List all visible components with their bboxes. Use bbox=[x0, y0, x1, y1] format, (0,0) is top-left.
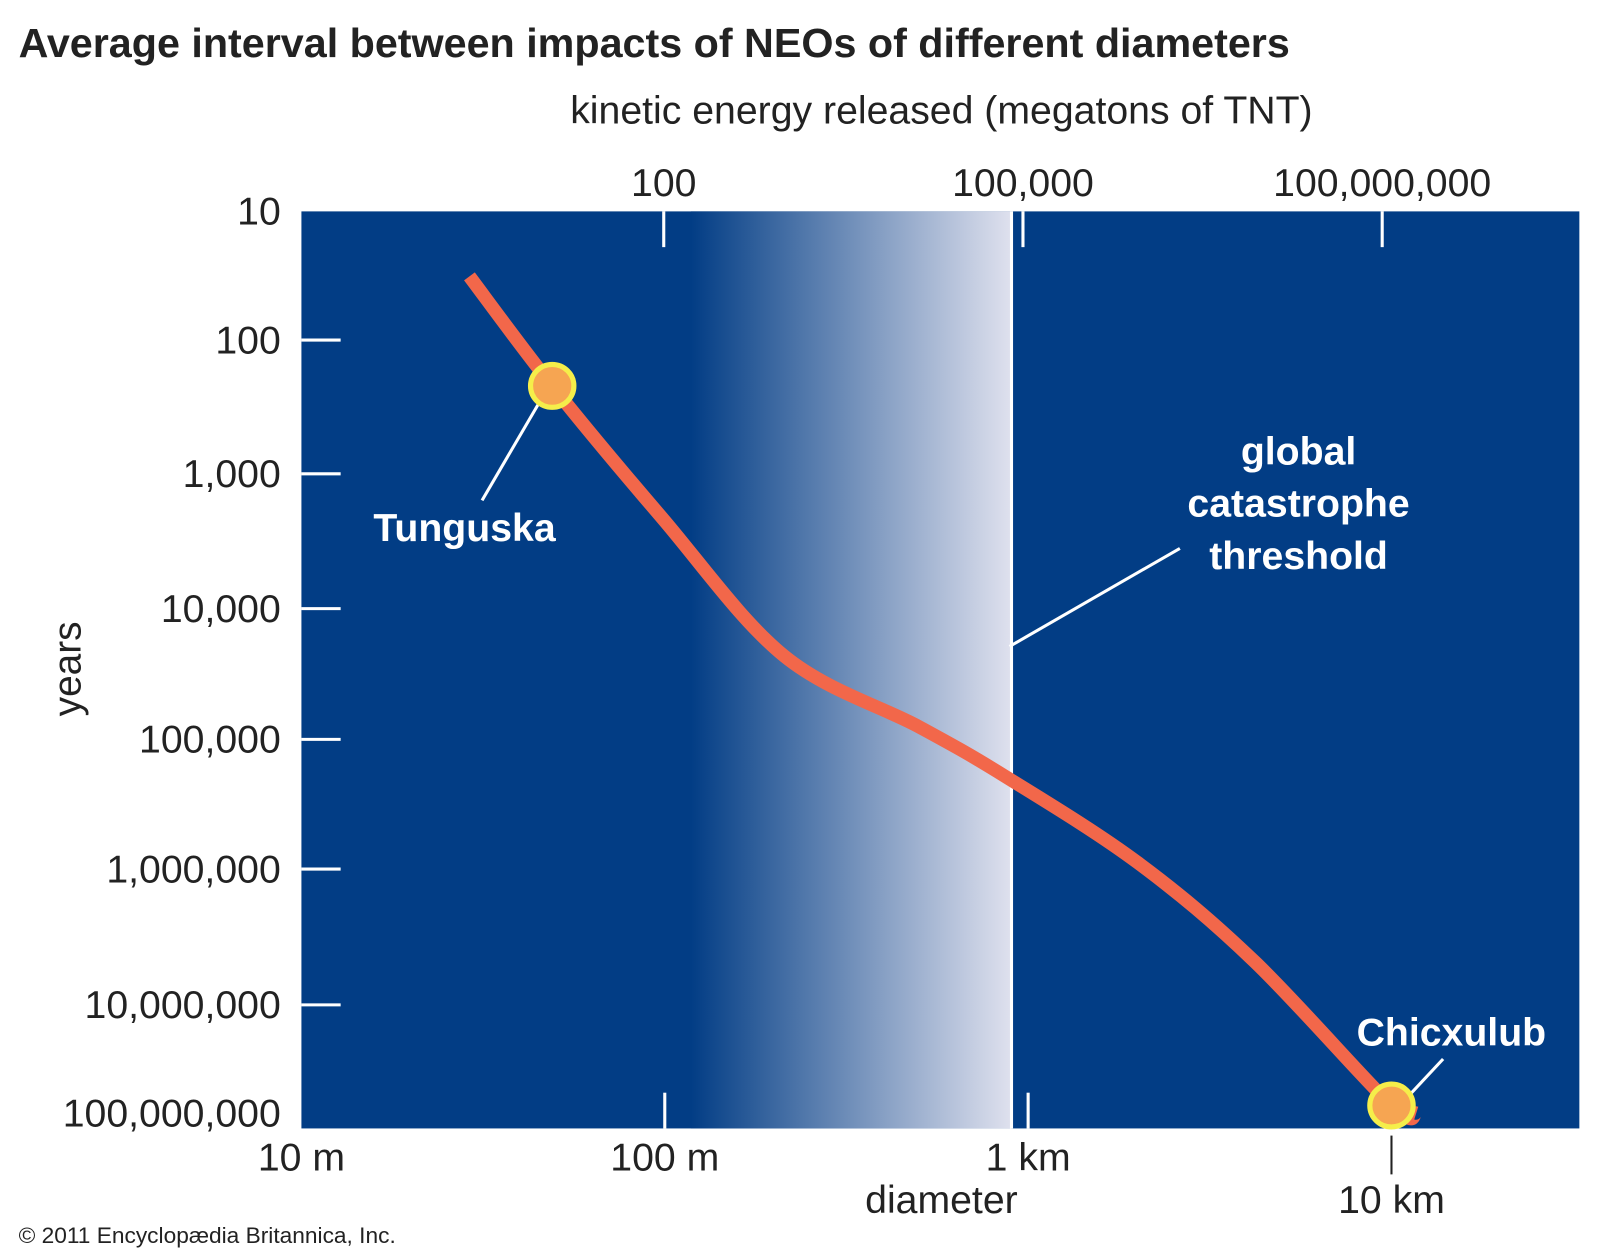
x-tick-label: 100 m bbox=[610, 1136, 719, 1179]
tunguska-leader bbox=[480, 388, 549, 502]
threshold-label-line3: threshold bbox=[1209, 535, 1388, 578]
threshold-gradient bbox=[690, 211, 1012, 1129]
threshold-label-line1: global bbox=[1241, 431, 1356, 474]
x-axis-label: diameter bbox=[865, 1179, 1018, 1222]
y-tick-label: 100 bbox=[215, 320, 280, 363]
chicxulub-label: Chicxulub bbox=[1357, 1012, 1547, 1055]
chart-title: Average interval between impacts of NEOs… bbox=[19, 20, 1290, 66]
y-axis-label: years bbox=[46, 621, 89, 716]
x-tick-label: 10 m bbox=[258, 1136, 345, 1179]
chicxulub-leader bbox=[1404, 1057, 1445, 1100]
copyright: © 2011 Encyclopædia Britannica, Inc. bbox=[19, 1223, 396, 1248]
y-tick-label: 10,000,000 bbox=[85, 984, 281, 1027]
top-tick-label: 100,000,000 bbox=[1273, 162, 1491, 205]
chicxulub-marker bbox=[1367, 1081, 1416, 1130]
x-tick-label: 10 km bbox=[1338, 1179, 1445, 1222]
tunguska-label: Tunguska bbox=[373, 507, 556, 550]
y-tick-label: 1,000,000 bbox=[106, 849, 280, 892]
threshold-leader bbox=[1008, 547, 1181, 648]
y-tick-label: 1,000 bbox=[183, 453, 281, 496]
top-tick-label: 100,000 bbox=[952, 162, 1094, 205]
y-tick-label: 10 bbox=[237, 191, 281, 234]
y-tick-label: 10,000 bbox=[161, 588, 281, 631]
y-tick-label: 100,000 bbox=[139, 719, 281, 762]
top-tick-label: 100 bbox=[631, 162, 696, 205]
tunguska-marker bbox=[527, 361, 577, 410]
x-tick-label: 1 km bbox=[986, 1136, 1071, 1179]
y-tick-label: 100,000,000 bbox=[63, 1093, 281, 1136]
threshold-label-line2: catastrophe bbox=[1187, 483, 1409, 526]
impact-curve bbox=[464, 272, 1422, 1126]
top-axis-label: kinetic energy released (megatons of TNT… bbox=[570, 90, 1312, 133]
